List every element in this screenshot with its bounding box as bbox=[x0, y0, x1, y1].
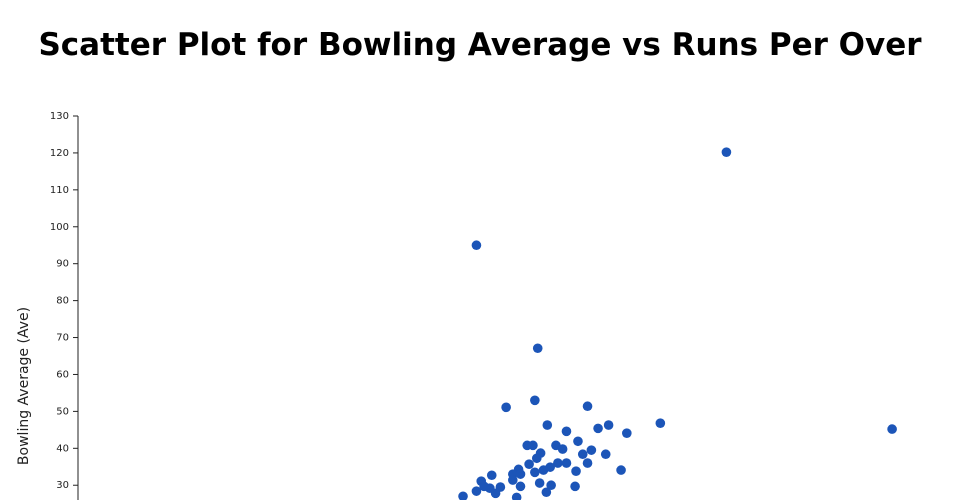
point bbox=[542, 420, 553, 430]
point bbox=[538, 465, 549, 475]
point bbox=[553, 458, 563, 468]
point bbox=[571, 466, 581, 477]
point bbox=[541, 487, 552, 498]
point bbox=[561, 458, 572, 468]
point bbox=[490, 488, 501, 499]
point bbox=[528, 440, 538, 451]
y-tick-label: 120 bbox=[50, 148, 69, 159]
y-tick-label: 130 bbox=[50, 111, 69, 122]
point bbox=[582, 458, 593, 468]
point bbox=[577, 449, 588, 460]
point bbox=[524, 459, 534, 469]
y-tick-label: 50 bbox=[56, 406, 69, 417]
point bbox=[530, 395, 540, 406]
point bbox=[557, 444, 568, 454]
point bbox=[511, 492, 522, 500]
y-tick-label: 60 bbox=[56, 369, 69, 380]
point bbox=[515, 469, 526, 479]
point bbox=[582, 401, 593, 412]
point bbox=[600, 449, 611, 460]
y-tick-label: 40 bbox=[56, 443, 69, 454]
y-tick-label: 70 bbox=[56, 333, 69, 344]
point bbox=[458, 491, 468, 500]
y-tick-label: 100 bbox=[50, 222, 69, 233]
y-tick-label: 30 bbox=[56, 480, 69, 491]
point bbox=[546, 480, 556, 491]
point bbox=[532, 343, 543, 354]
y-tick-label: 90 bbox=[56, 259, 69, 270]
point bbox=[515, 481, 526, 492]
point bbox=[479, 481, 489, 492]
point bbox=[573, 436, 583, 447]
y-tick-label: 80 bbox=[56, 296, 69, 307]
point bbox=[593, 423, 603, 434]
point bbox=[471, 486, 482, 496]
point bbox=[655, 418, 666, 429]
point bbox=[531, 453, 542, 464]
point bbox=[603, 420, 614, 430]
point bbox=[570, 481, 580, 492]
point bbox=[530, 467, 540, 478]
point bbox=[508, 475, 518, 485]
point bbox=[561, 426, 572, 437]
point bbox=[586, 445, 597, 455]
y-axis-label: Bowling Average (Ave) bbox=[16, 307, 32, 465]
point bbox=[501, 402, 511, 413]
point bbox=[486, 470, 497, 481]
point bbox=[616, 465, 626, 475]
point bbox=[471, 240, 482, 251]
point bbox=[887, 424, 897, 434]
y-tick-label: 110 bbox=[50, 185, 69, 196]
point bbox=[534, 478, 545, 488]
chart-title: Scatter Plot for Bowling Average vs Runs… bbox=[38, 27, 922, 63]
point bbox=[721, 147, 732, 157]
point bbox=[622, 428, 632, 438]
